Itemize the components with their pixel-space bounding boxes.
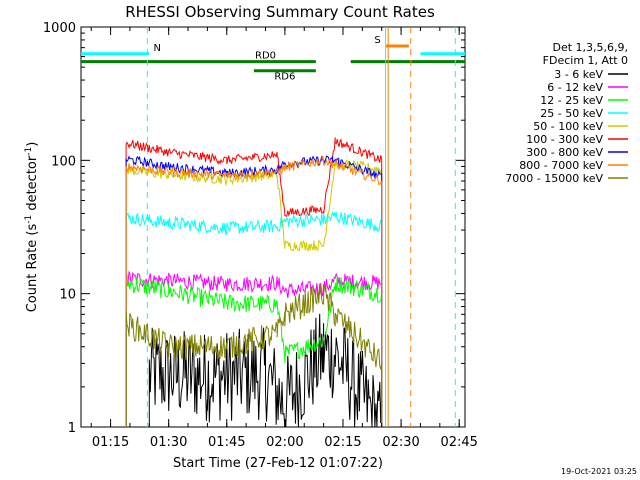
series-line-7 — [125, 155, 383, 427]
series-line-6 — [125, 155, 383, 427]
x-tick-label: 01:45 — [208, 435, 245, 450]
x-tick-label: 02:45 — [440, 435, 477, 450]
x-axis-ticks: 01:15 01:30 01:45 02:00 02:15 02:30 02:45 — [90, 27, 478, 450]
y-tick-label: 10 — [59, 288, 76, 303]
flag-label-s: S — [374, 35, 380, 46]
y-tick-label: 1 — [68, 421, 76, 436]
series-line-0 — [148, 313, 383, 428]
y-axis-label: Count Rate (s-1 detector-1) — [24, 142, 40, 313]
legend: Det 1,3,5,6,9, FDecim 1, Att 0 3 - 6 keV… — [505, 41, 628, 185]
x-tick-label: 01:15 — [92, 435, 129, 450]
y-tick-label: 1000 — [43, 21, 76, 36]
series-line-5 — [125, 137, 383, 427]
y-tick-label: 100 — [51, 154, 76, 169]
series-line-8 — [125, 283, 383, 427]
x-tick-label: 01:30 — [150, 435, 187, 450]
series-line-3 — [125, 211, 383, 427]
series-lines — [125, 137, 383, 428]
legend-header-line-2: FDecim 1, Att 0 — [543, 54, 628, 67]
vertical-markers — [146, 27, 456, 427]
x-axis-label: Start Time (27-Feb-12 01:07:22) — [173, 456, 383, 471]
x-tick-label: 02:00 — [266, 435, 303, 450]
legend-label: 7000 - 15000 keV — [505, 172, 603, 185]
y-axis-ticks: 1 10 100 1000 — [43, 21, 465, 436]
flag-label-rd6: RD6 — [274, 72, 295, 83]
legend-label: 50 - 100 keV — [533, 120, 603, 133]
legend-label: 300 - 800 keV — [526, 146, 603, 159]
x-tick-label: 02:15 — [324, 435, 361, 450]
legend-label: 3 - 6 keV — [554, 68, 603, 81]
series-line-1 — [125, 270, 383, 427]
x-tick-label: 02:30 — [382, 435, 419, 450]
legend-label: 6 - 12 keV — [547, 81, 603, 94]
chart-title: RHESSI Observing Summary Count Rates — [125, 3, 435, 21]
legend-header-line-1: Det 1,3,5,6,9, — [552, 41, 628, 54]
flag-label-rd0: RD0 — [255, 51, 276, 62]
legend-label: 12 - 25 keV — [540, 94, 603, 107]
plot-frame — [80, 26, 466, 428]
legend-label: 800 - 7000 keV — [519, 159, 603, 172]
series-line-2 — [125, 273, 383, 427]
flag-label-n: N — [154, 43, 161, 54]
legend-label: 25 - 50 keV — [540, 107, 603, 120]
legend-label: 100 - 300 keV — [526, 133, 603, 146]
flag-bars: N RD0 RD6 S — [81, 35, 465, 83]
generation-timestamp: 19-Oct-2021 03:25 — [561, 467, 637, 476]
